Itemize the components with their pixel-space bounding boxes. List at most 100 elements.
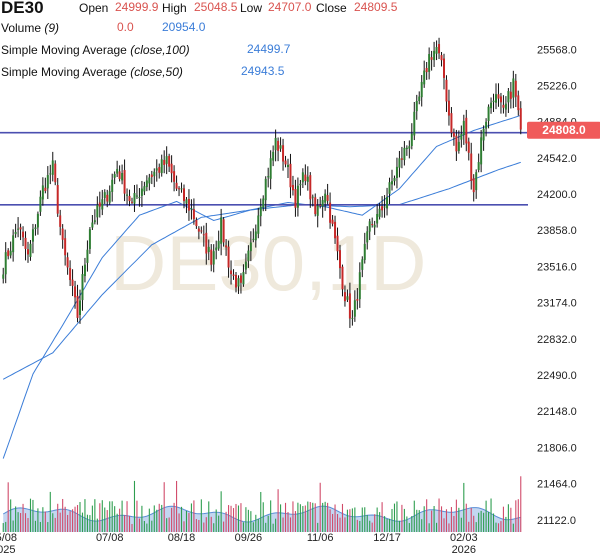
candle-body bbox=[415, 101, 418, 112]
horizontal-lines[interactable] bbox=[0, 131, 528, 206]
high-label: High bbox=[162, 1, 187, 15]
candle-body bbox=[113, 174, 116, 178]
candle-body bbox=[395, 166, 398, 179]
candle-body bbox=[185, 199, 188, 204]
candle-body bbox=[314, 197, 317, 215]
candle-body bbox=[269, 158, 272, 179]
candle-body bbox=[51, 160, 54, 175]
sma50-line bbox=[2, 114, 521, 459]
candle-body bbox=[351, 317, 354, 319]
sma100-line bbox=[2, 161, 521, 380]
chart-legend: DE30 Open 24999.9 High 25048.5 Low 24707… bbox=[0, 0, 530, 90]
candle-body bbox=[150, 174, 153, 178]
candle-body bbox=[74, 286, 77, 298]
y-tick-label: 22490.0 bbox=[537, 370, 577, 382]
candle-body bbox=[41, 185, 44, 200]
candle-body bbox=[329, 202, 332, 223]
candle-body bbox=[81, 274, 84, 301]
candle-body bbox=[455, 135, 458, 152]
candle-body bbox=[259, 206, 262, 217]
candle-body bbox=[277, 140, 280, 151]
candle-body bbox=[61, 228, 64, 240]
candle-body bbox=[108, 191, 111, 203]
candle-body bbox=[326, 195, 329, 201]
candle-body bbox=[306, 176, 309, 182]
candle-body bbox=[514, 80, 517, 97]
y-tick-label: 21122.0 bbox=[537, 515, 576, 527]
candle-body bbox=[131, 201, 133, 203]
candle-body bbox=[192, 209, 195, 220]
candle-body bbox=[487, 106, 490, 121]
candle-body bbox=[507, 91, 510, 103]
candle-body bbox=[321, 200, 324, 207]
volume-ma-value: 20954.0 bbox=[162, 20, 206, 34]
candle-body bbox=[272, 151, 275, 161]
x-tick-label: 08/18 bbox=[168, 532, 196, 544]
candle-body bbox=[9, 250, 12, 256]
candle-body bbox=[205, 232, 208, 254]
candle-body bbox=[490, 102, 493, 109]
candle-body bbox=[311, 196, 314, 198]
candle-body bbox=[438, 44, 441, 54]
candle-body bbox=[133, 193, 136, 204]
candle-body bbox=[225, 245, 228, 248]
candle-body bbox=[418, 96, 421, 101]
candle-body bbox=[237, 278, 240, 287]
candle-body bbox=[378, 208, 381, 217]
candle-body bbox=[178, 188, 181, 190]
price-tag: 24808.0 bbox=[527, 121, 600, 139]
current-price-tag bbox=[527, 121, 600, 139]
candle-body bbox=[39, 196, 42, 212]
candle-body bbox=[400, 158, 403, 160]
candle-body bbox=[408, 146, 411, 149]
candle-body bbox=[296, 185, 299, 208]
candle-body bbox=[334, 221, 337, 239]
candle-body bbox=[103, 192, 106, 198]
candle-body bbox=[304, 174, 307, 181]
y-tick-label: 24200.0 bbox=[537, 189, 577, 201]
candle-body bbox=[460, 133, 463, 140]
candle-body bbox=[447, 100, 450, 116]
candle-body bbox=[492, 100, 495, 103]
candle-body bbox=[239, 275, 242, 283]
candle-body bbox=[7, 250, 10, 257]
candle-body bbox=[462, 120, 465, 136]
candle-body bbox=[366, 231, 369, 243]
volume-pane bbox=[2, 476, 522, 532]
candle-body bbox=[381, 206, 384, 211]
candle-body bbox=[202, 234, 205, 236]
x-tick-label: 11/06 bbox=[307, 532, 334, 544]
candle-body bbox=[423, 70, 426, 85]
candle-body bbox=[153, 171, 156, 177]
x-tick-label: 12/17 bbox=[373, 532, 401, 544]
candle-body bbox=[200, 230, 203, 232]
candle-body bbox=[264, 178, 267, 201]
candle-body bbox=[470, 153, 473, 181]
candle-body bbox=[274, 137, 277, 151]
y-tick-label: 25226.0 bbox=[537, 80, 577, 92]
candle-body bbox=[440, 55, 443, 61]
candle-body bbox=[249, 242, 252, 252]
candle-body bbox=[56, 185, 59, 214]
candle-body bbox=[126, 194, 129, 196]
candle-body bbox=[123, 170, 126, 194]
candle-body bbox=[497, 94, 500, 99]
candle-body bbox=[420, 81, 423, 98]
candle-body bbox=[91, 222, 94, 228]
candle-body bbox=[46, 175, 49, 189]
y-tick-label: 25568.0 bbox=[537, 44, 577, 56]
candle-body bbox=[79, 300, 81, 315]
candle-body bbox=[71, 279, 74, 286]
candle-body bbox=[356, 299, 359, 301]
candle-body bbox=[145, 180, 148, 188]
candle-body bbox=[44, 187, 47, 192]
candle-body bbox=[83, 264, 86, 277]
symbol-name: DE30 bbox=[1, 0, 44, 17]
candle-body bbox=[212, 251, 215, 265]
low-label: Low bbox=[240, 1, 263, 15]
candle-body bbox=[428, 53, 431, 72]
y-tick-label: 21464.0 bbox=[537, 479, 577, 491]
candles bbox=[2, 37, 522, 328]
candle-body bbox=[27, 249, 29, 255]
